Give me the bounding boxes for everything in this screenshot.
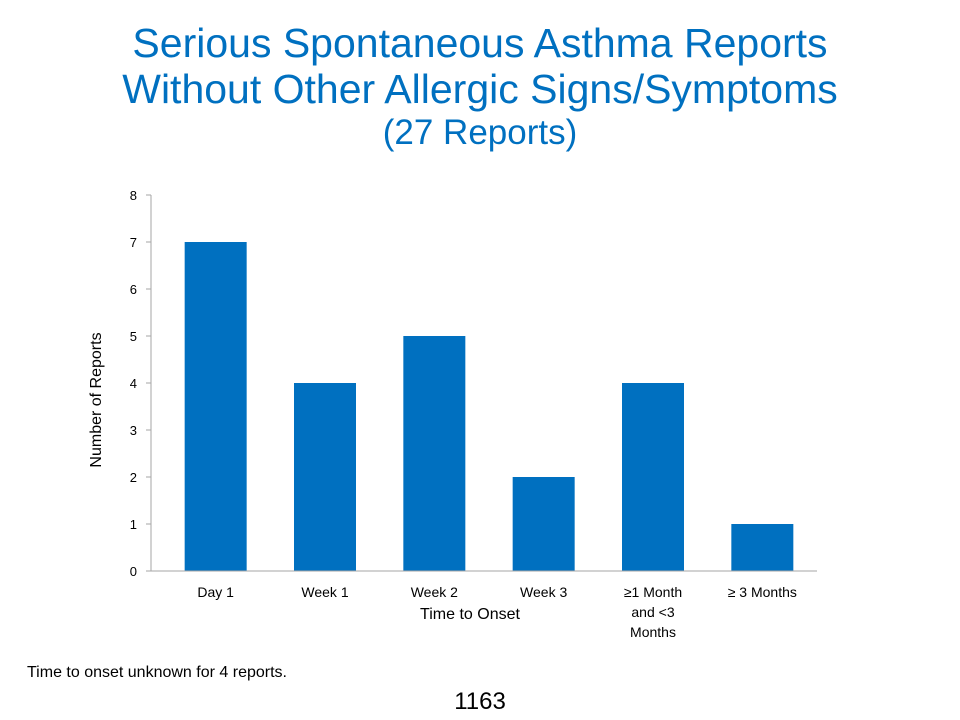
- title-line-1: Serious Spontaneous Asthma Reports: [132, 20, 828, 66]
- y-tick-label: 7: [130, 235, 137, 250]
- bar: [622, 383, 684, 571]
- x-tick-label: ≥ 3 Months: [728, 584, 797, 600]
- title-line-3: (27 Reports): [382, 113, 578, 152]
- y-tick-label: 4: [130, 376, 137, 391]
- y-tick-label: 1: [130, 517, 137, 532]
- y-tick-label: 8: [130, 188, 137, 203]
- footnote: Time to onset unknown for 4 reports.: [27, 664, 287, 681]
- x-tick-label: Week 1: [301, 584, 348, 600]
- x-axis: Day 1 Week 1 Week 2 Week 3 ≥1 Month and <3 Mon…: [197, 584, 797, 640]
- bar: [512, 477, 575, 571]
- title-line-2: Without Other Allergic Signs/Symptoms: [122, 66, 838, 112]
- bar: [731, 524, 794, 571]
- x-tick-label: and <3: [631, 604, 674, 620]
- bar: [294, 383, 356, 571]
- bar: [403, 336, 466, 571]
- x-tick-label: Week 3: [520, 584, 567, 600]
- page-number: 1163: [454, 688, 506, 715]
- y-tick-label: 0: [130, 564, 137, 579]
- x-tick-label: Months: [630, 624, 676, 640]
- y-axis-title: Number of Reports: [88, 332, 105, 467]
- x-tick-label: Day 1: [197, 584, 234, 600]
- y-axis: 0 1 2 3 4 5 6 7 8: [130, 188, 151, 579]
- y-tick-label: 2: [130, 470, 137, 485]
- y-tick-label: 6: [130, 282, 137, 297]
- y-tick-label: 3: [130, 423, 137, 438]
- x-tick-label: Week 2: [411, 584, 458, 600]
- x-tick-label: ≥1 Month: [624, 584, 682, 600]
- bars: [184, 242, 794, 571]
- x-axis-title: Time to Onset: [420, 606, 520, 623]
- y-tick-label: 5: [130, 329, 137, 344]
- bar: [184, 242, 247, 571]
- slide-title: Serious Spontaneous Asthma Reports Witho…: [0, 20, 960, 154]
